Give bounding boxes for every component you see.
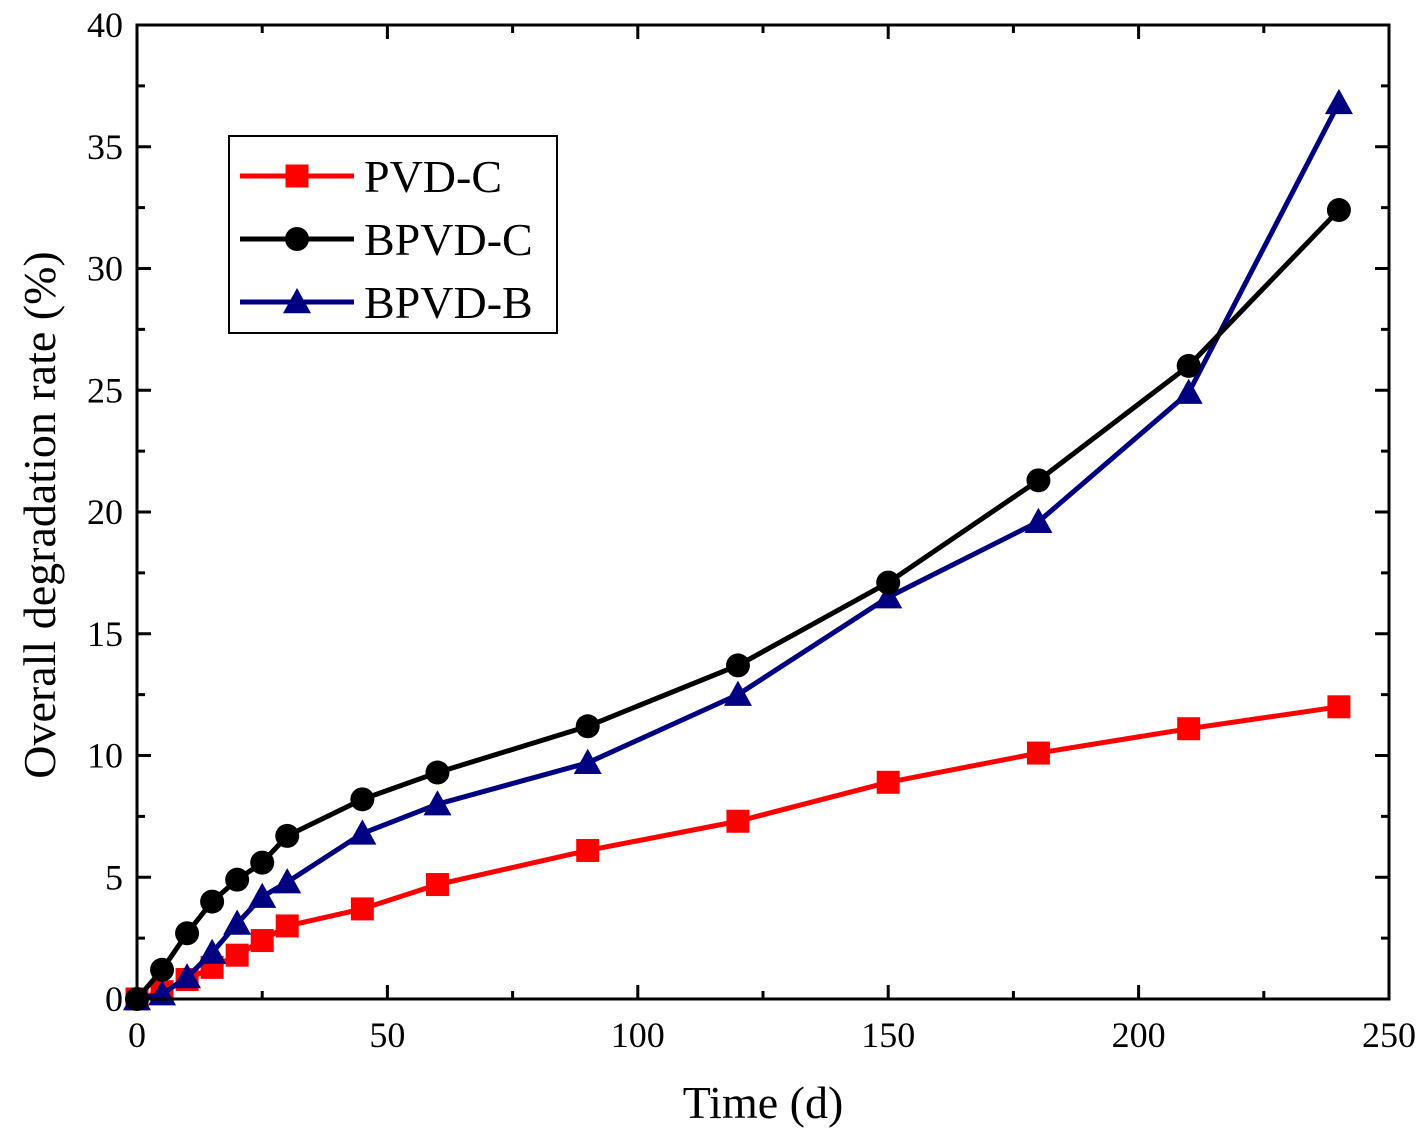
data-point	[200, 889, 225, 914]
legend-marker	[285, 164, 309, 188]
x-tick-label: 150	[861, 1015, 915, 1055]
legend-item-bpvd-c: BPVD-C	[240, 214, 533, 265]
data-point	[150, 957, 175, 982]
x-tick-label: 200	[1112, 1015, 1166, 1055]
legend-label: PVD-C	[364, 151, 502, 202]
data-point	[725, 653, 750, 678]
data-point	[876, 570, 901, 595]
y-tick-label: 30	[87, 249, 123, 289]
y-tick-label: 0	[105, 979, 123, 1019]
ticks-layer	[135, 23, 1391, 1001]
series-line	[136, 704, 1340, 1002]
data-point	[248, 882, 277, 908]
data-point	[876, 770, 900, 794]
y-tick-label: 20	[87, 492, 123, 532]
data-point	[250, 850, 275, 875]
data-point	[348, 819, 377, 845]
data-point	[1026, 741, 1050, 765]
data-point	[273, 868, 302, 894]
data-point	[250, 929, 274, 953]
x-tick-label: 250	[1362, 1015, 1416, 1055]
data-point	[576, 838, 600, 862]
legend-box	[228, 135, 558, 334]
data-point	[1174, 378, 1203, 404]
data-point	[1176, 353, 1201, 378]
legend-item-bpvd-b: BPVD-B	[240, 277, 533, 328]
data-point	[726, 809, 750, 833]
y-tick-label: 5	[105, 857, 123, 897]
y-tick-label: 25	[87, 370, 123, 410]
series-layer	[123, 88, 1353, 1011]
data-point	[350, 897, 374, 921]
x-axis-title: Time (d)	[683, 1077, 844, 1128]
y-tick-label: 35	[87, 127, 123, 167]
legend-marker	[283, 288, 311, 314]
data-point	[1177, 717, 1201, 741]
data-point	[175, 921, 200, 946]
data-point	[423, 790, 452, 816]
y-tick-label: 40	[87, 5, 123, 45]
x-tick-label: 50	[369, 1015, 405, 1055]
data-point	[225, 943, 249, 967]
data-point	[723, 680, 752, 706]
data-point	[575, 714, 600, 739]
labels-layer: 0 50 100 150 200 250 0 5 10 15 20 25 30 35 40	[87, 5, 1416, 1055]
data-point	[1024, 507, 1053, 533]
y-tick-label: 10	[87, 736, 123, 776]
legend-label: BPVD-B	[364, 277, 533, 328]
data-point	[223, 909, 252, 935]
legend-label: BPVD-C	[364, 214, 533, 265]
y-tick-label: 15	[87, 614, 123, 654]
data-point	[1326, 198, 1351, 223]
data-point	[1026, 468, 1051, 493]
data-point	[1327, 695, 1351, 719]
legend: PVD-C BPVD-C BPVD-B	[228, 135, 558, 334]
series-pvd-c	[125, 695, 1351, 1011]
data-point	[350, 787, 375, 812]
data-point	[874, 583, 903, 609]
series-bpvd-c	[125, 198, 1351, 1011]
legend-item-pvd-c: PVD-C	[240, 151, 502, 202]
x-tick-label: 0	[128, 1015, 146, 1055]
data-point	[173, 963, 202, 989]
data-point	[425, 760, 450, 785]
data-point	[275, 823, 300, 848]
data-point	[573, 748, 602, 775]
y-axis-title: Overall degradation rate (%)	[14, 251, 65, 778]
series-bpvd-b	[123, 88, 1353, 1011]
data-point	[425, 873, 449, 897]
data-point	[1324, 88, 1353, 115]
data-point	[275, 914, 299, 938]
data-point	[198, 938, 227, 964]
legend-marker	[285, 227, 309, 251]
data-point	[225, 867, 250, 892]
x-tick-label: 100	[611, 1015, 665, 1055]
